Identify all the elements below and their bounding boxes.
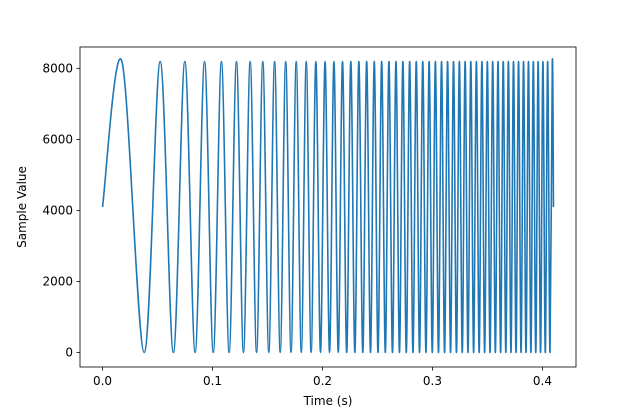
y-tick-label: 6000 (42, 132, 73, 146)
x-tick-label: 0.2 (313, 374, 332, 388)
x-tick-label: 0.3 (423, 374, 442, 388)
x-tick-label: 0.4 (533, 374, 552, 388)
y-tick-label: 2000 (42, 274, 73, 288)
x-tick-label: 0.1 (203, 374, 222, 388)
x-axis-label: Time (s) (303, 394, 353, 408)
signal-line (101, 58, 555, 354)
x-tick-label: 0.0 (93, 374, 112, 388)
y-tick-label: 4000 (42, 203, 73, 217)
y-tick-label: 8000 (42, 61, 73, 75)
y-axis-label: Sample Value (15, 166, 29, 248)
y-tick-label: 0 (65, 345, 73, 359)
plot-area (101, 58, 555, 354)
axes-frame (79, 46, 577, 368)
